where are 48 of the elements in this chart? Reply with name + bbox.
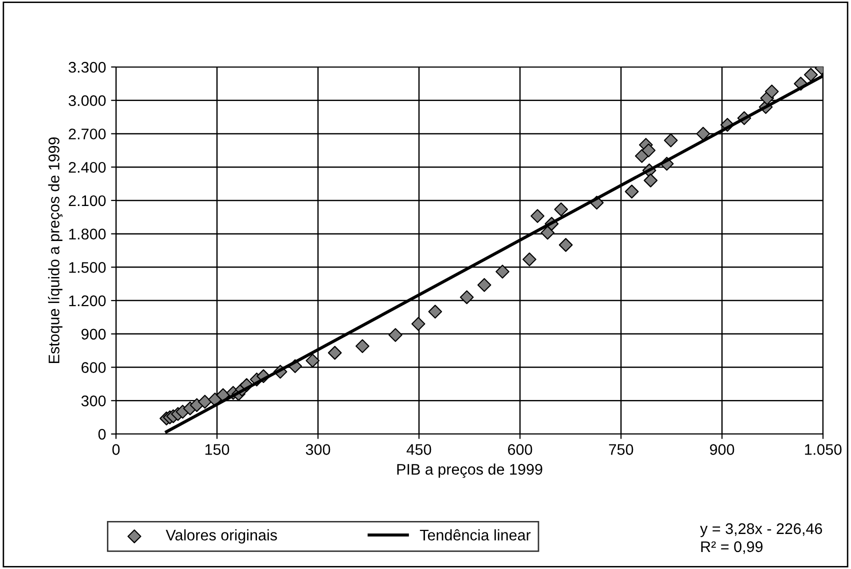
y-tick-label: 300	[81, 396, 106, 406]
x-tick-label: 300	[306, 444, 330, 455]
x-tick-label: 750	[609, 444, 634, 455]
x-axis-title: PIB a preços de 1999	[397, 464, 542, 478]
x-tick-label: 900	[710, 444, 734, 455]
point	[664, 133, 678, 148]
x-tick-label: 600	[508, 444, 532, 455]
point	[804, 68, 818, 82]
y-tick-label: 1.500	[69, 262, 106, 273]
y-tick-label: 2.700	[68, 128, 106, 140]
y-tick-label: 2.100	[68, 195, 106, 206]
point	[522, 252, 536, 266]
point	[328, 346, 342, 360]
y-axis-title: Estoque líquido a preços de 1999	[48, 137, 62, 364]
point	[411, 316, 426, 331]
point	[558, 238, 573, 252]
point	[530, 209, 544, 223]
point	[554, 202, 568, 216]
legend-label: Valores originais	[166, 529, 277, 544]
point	[496, 264, 510, 279]
point	[198, 394, 212, 409]
x-tick-label: 0	[112, 444, 120, 455]
y-tick-label: 1.200	[69, 295, 106, 306]
y-tick-label: 600	[82, 362, 106, 373]
y-tick-label: 0	[98, 428, 106, 440]
point	[388, 328, 402, 342]
y-tick-label: 3.300	[68, 62, 106, 73]
point	[540, 226, 555, 240]
y-tick-label: 900	[82, 328, 106, 340]
point	[764, 84, 779, 98]
legend-label: Tendência linear	[420, 529, 531, 540]
point	[644, 174, 658, 188]
y-tick-label: 2.400	[68, 162, 106, 173]
point	[460, 290, 474, 304]
text: y = 3,28x - 226,46	[700, 523, 822, 538]
point	[696, 126, 710, 141]
x-tick-label: 1.050	[805, 444, 842, 455]
text: R² = 0,99	[701, 541, 763, 554]
y-tick-label: 1.800	[69, 228, 106, 240]
y-tick-label: 3.000	[68, 95, 106, 106]
point	[624, 184, 639, 198]
x-tick-label: 450	[406, 444, 432, 455]
x-tick-label: 150	[205, 444, 230, 455]
point	[356, 339, 370, 354]
point	[428, 304, 442, 319]
point	[642, 143, 656, 158]
point	[306, 354, 320, 368]
point	[477, 278, 492, 292]
